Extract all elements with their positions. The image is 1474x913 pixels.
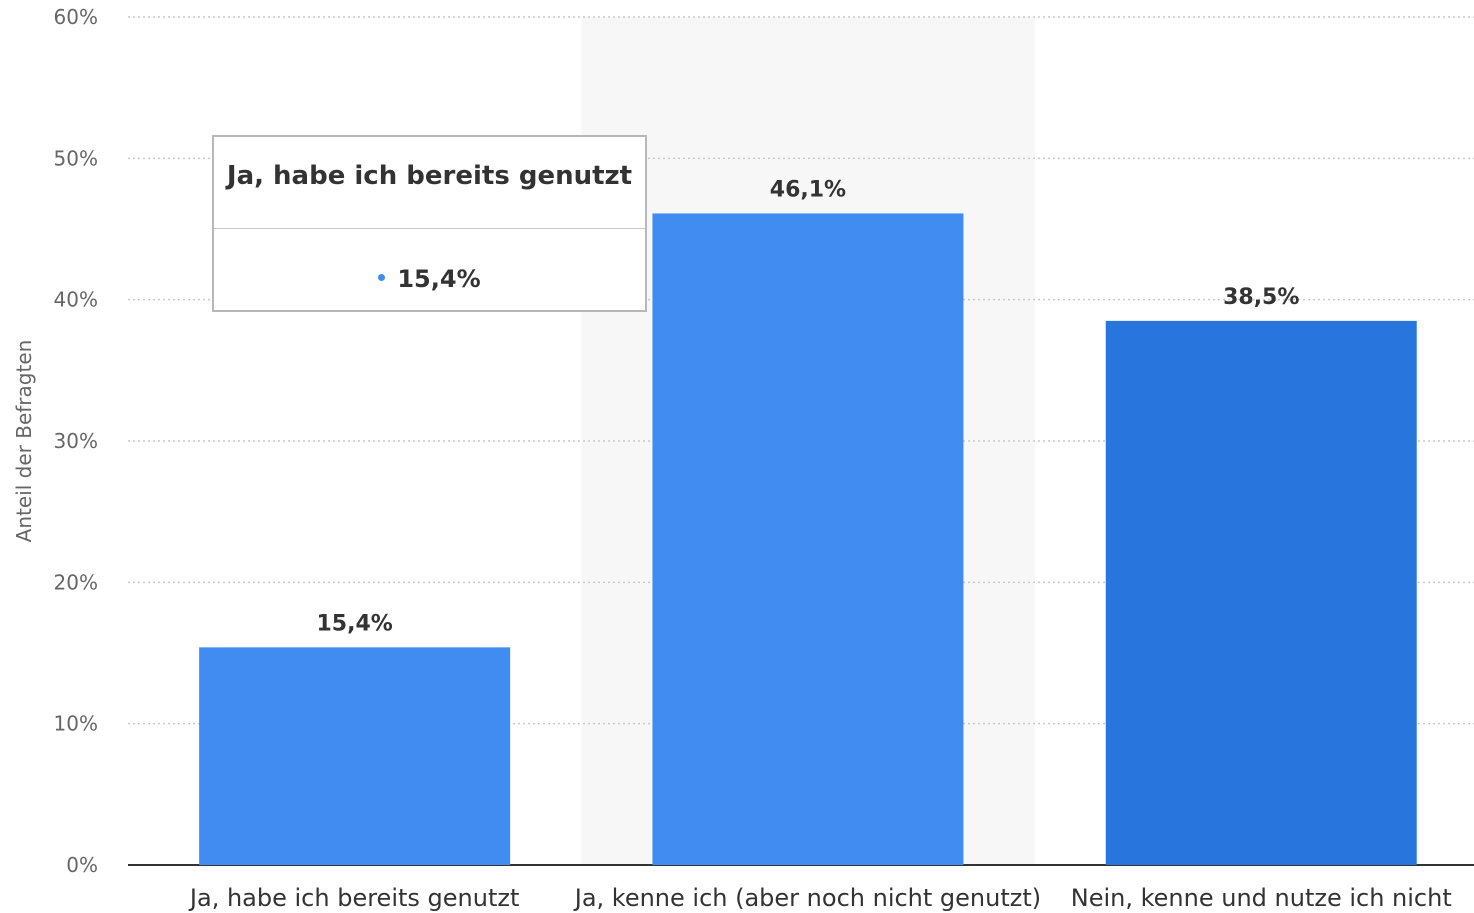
bar[interactable] [1105,320,1417,865]
x-tick-label: Nein, kenne und nutze ich nicht [1071,884,1452,912]
tooltip-divider [214,228,645,229]
tooltip-series-marker [378,273,386,281]
y-tick-label: 0% [66,853,98,877]
y-tick-label: 30% [54,429,98,453]
data-label: 46,1% [770,177,846,202]
tooltip-title: Ja, habe ich bereits genutzt [226,161,633,191]
tooltip: Ja, habe ich bereits genutzt 15,4% [212,135,647,312]
y-tick-label: 20% [54,570,98,594]
y-tick-label: 60% [54,5,98,29]
y-tick-label: 50% [54,146,98,170]
y-tick-label: 40% [54,288,98,312]
tooltip-value-row: 15,4% [214,265,645,293]
x-tick-label: Ja, kenne ich (aber noch nicht genutzt) [573,884,1041,912]
bar[interactable] [199,647,511,865]
y-axis-title: Anteil der Befragten [12,340,36,543]
bar[interactable] [652,213,964,865]
x-tick-label: Ja, habe ich bereits genutzt [188,884,519,912]
tooltip-value: 15,4% [397,265,481,293]
data-label: 38,5% [1223,285,1299,310]
y-tick-label: 10% [54,712,98,736]
data-label: 15,4% [316,611,392,636]
